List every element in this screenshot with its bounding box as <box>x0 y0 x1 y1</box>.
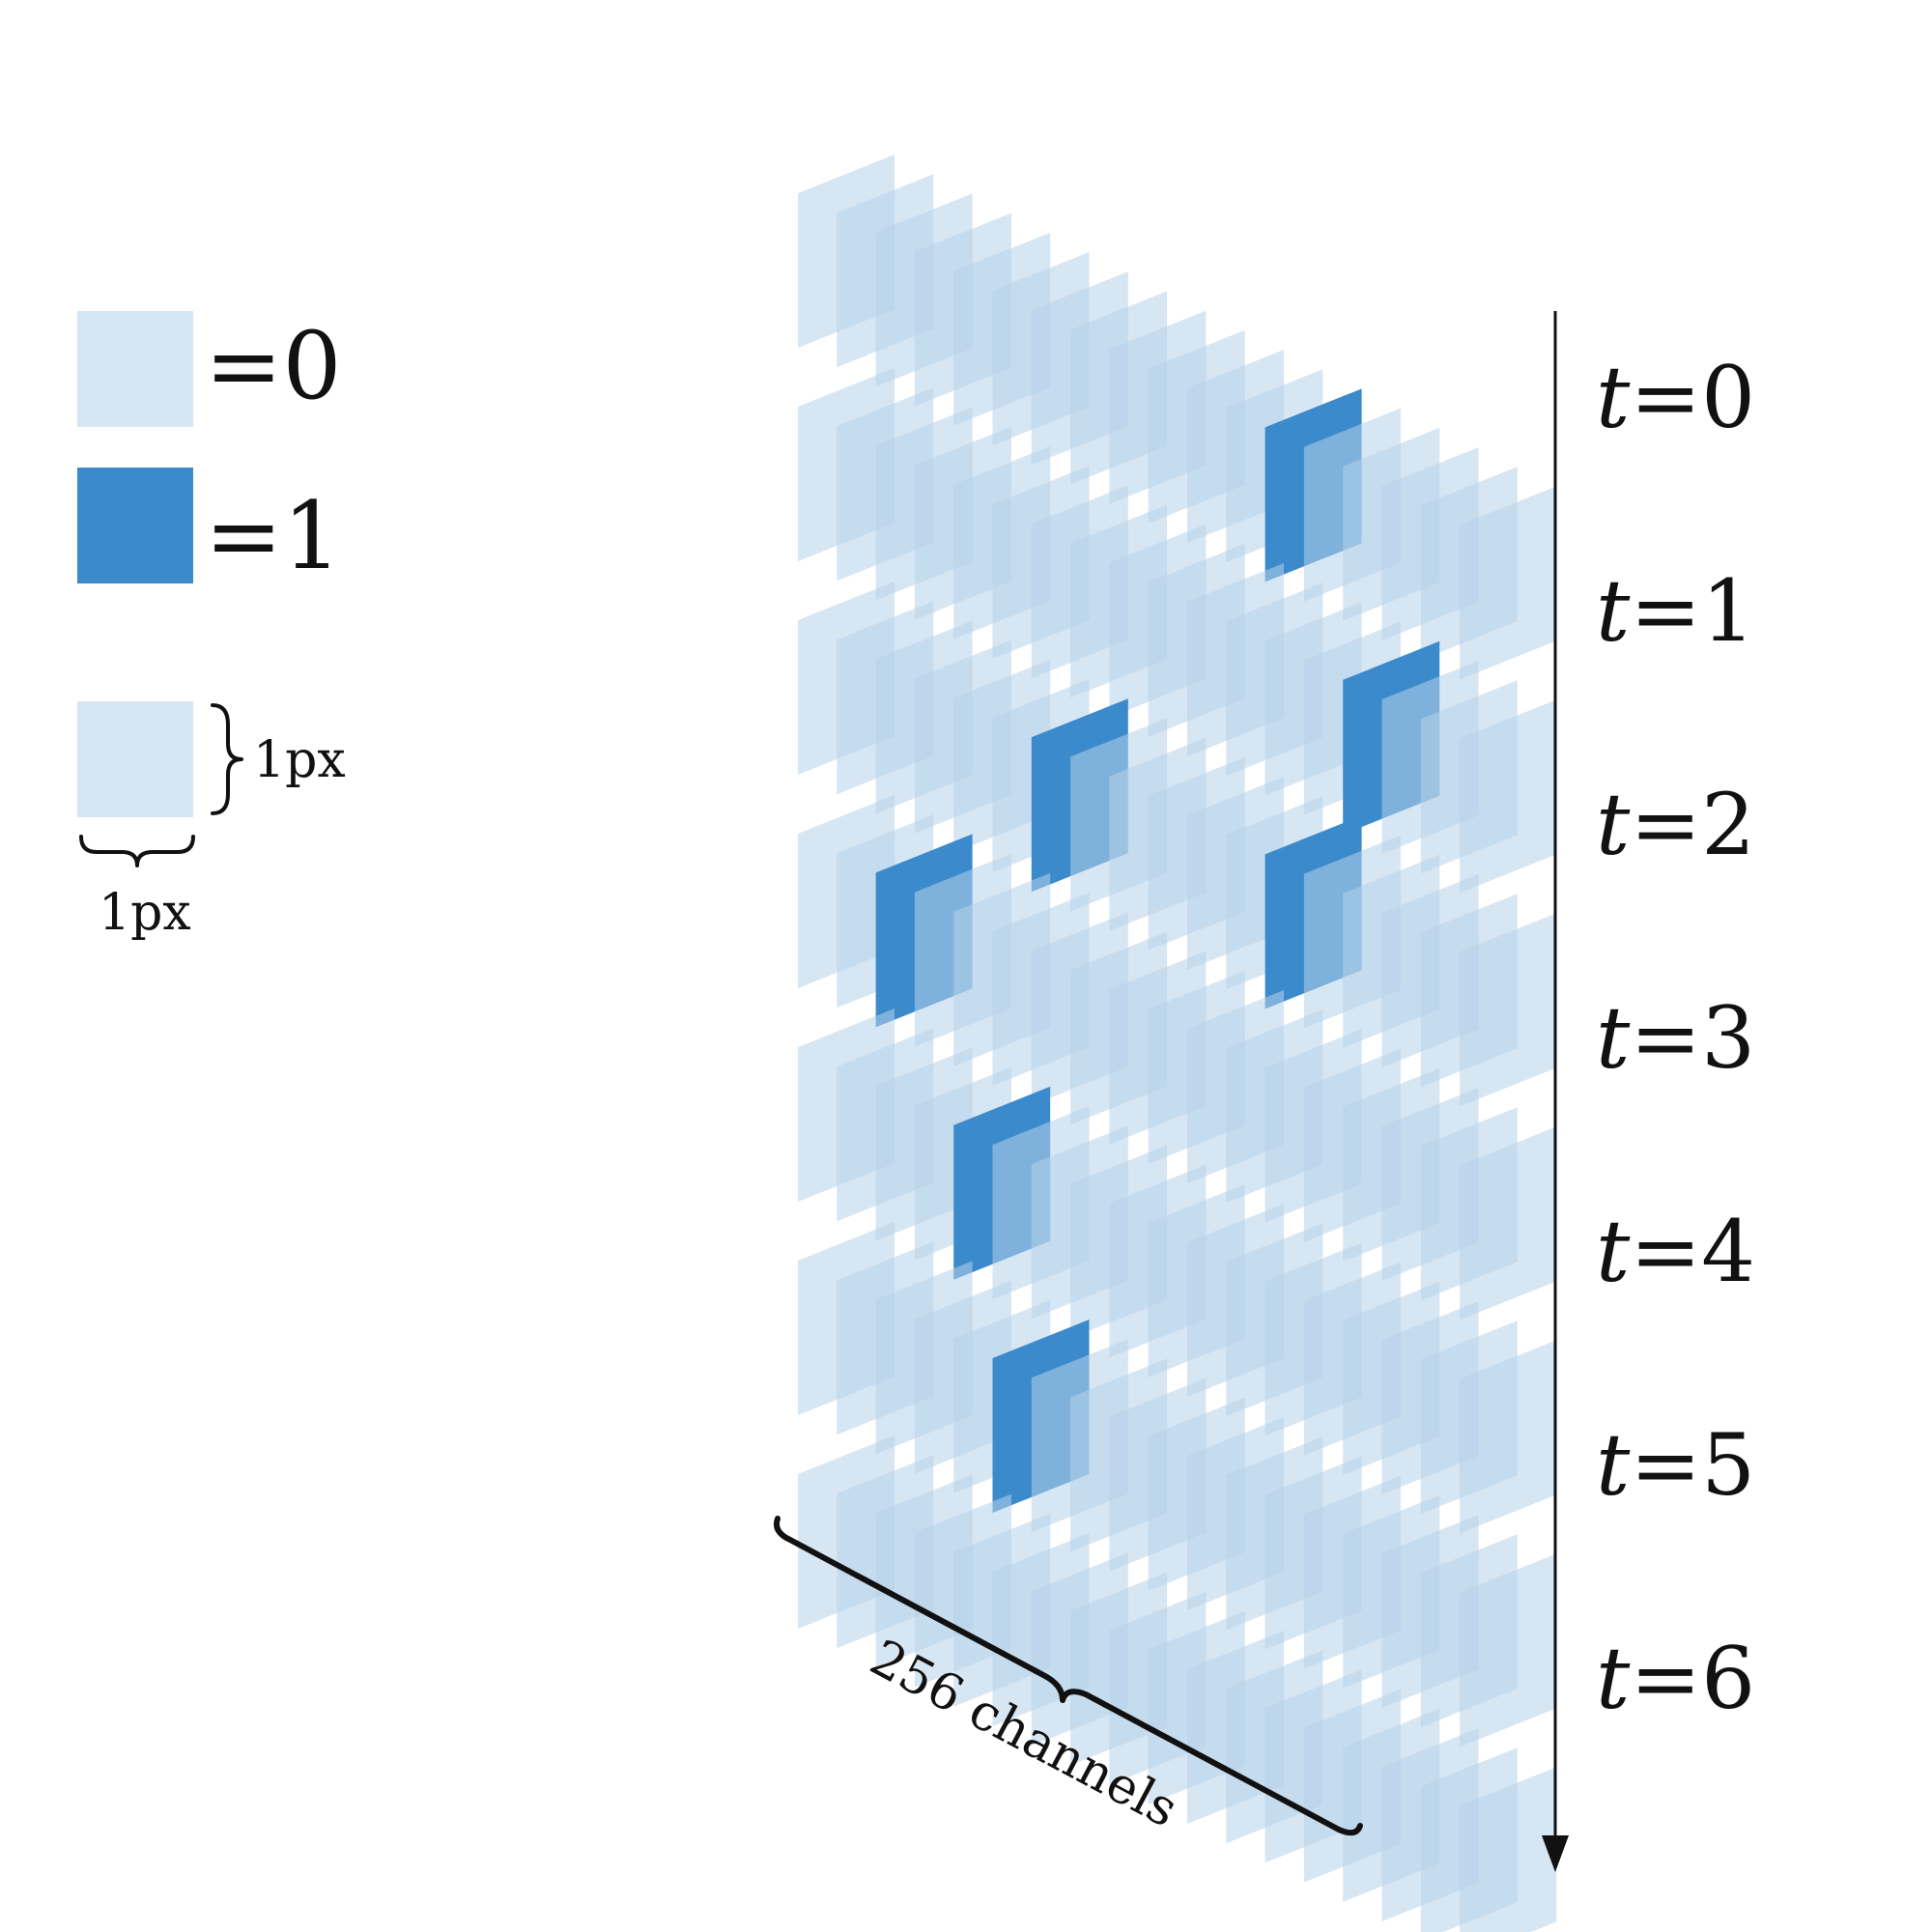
time-step-label: t=2 <box>1596 775 1755 874</box>
time-variable: t <box>1596 1202 1631 1301</box>
time-step-label: t=3 <box>1596 988 1755 1088</box>
inactive-pixel <box>1460 699 1557 894</box>
time-value: =0 <box>1630 348 1755 447</box>
legend-on-label: =1 <box>205 482 342 590</box>
time-variable: t <box>1596 775 1631 874</box>
width-brace <box>79 835 195 867</box>
time-step-label: t=6 <box>1596 1629 1755 1728</box>
height-size-label: 1px <box>253 731 346 789</box>
time-variable: t <box>1596 988 1631 1088</box>
time-step-row <box>798 795 1557 1321</box>
time-arrow-head <box>1542 1835 1569 1872</box>
time-step-label: t=5 <box>1596 1415 1755 1515</box>
time-step-row <box>798 1435 1557 1932</box>
inactive-pixel <box>1460 913 1557 1107</box>
legend-on-swatch <box>77 468 193 583</box>
time-step-row <box>798 582 1557 1107</box>
time-step-row <box>798 155 1557 680</box>
legend-off-label: =0 <box>205 312 342 420</box>
time-variable: t <box>1596 561 1631 661</box>
inactive-pixel <box>1460 486 1557 680</box>
time-value: =1 <box>1630 561 1755 661</box>
time-value: =2 <box>1630 775 1755 874</box>
width-size-label: 1px <box>99 884 191 942</box>
legend: =0 =1 1px 1px <box>77 311 346 942</box>
time-value: =3 <box>1630 988 1755 1088</box>
time-value: =4 <box>1630 1202 1755 1301</box>
time-variable: t <box>1596 348 1631 447</box>
time-variable: t <box>1596 1629 1631 1728</box>
time-step-row <box>798 1222 1557 1747</box>
time-step-label: t=4 <box>1596 1202 1755 1301</box>
time-value: =6 <box>1630 1629 1755 1728</box>
channel-pixel-grid <box>798 155 1557 1932</box>
time-step-label: t=1 <box>1596 561 1755 661</box>
inactive-pixel <box>1460 1340 1557 1534</box>
time-labels: t=0t=1t=2t=3t=4t=5t=6 <box>1596 348 1755 1728</box>
time-step-row <box>798 1009 1557 1534</box>
inactive-pixel <box>1460 1553 1557 1747</box>
channel-brace <box>773 1516 1363 1836</box>
time-step-row <box>798 368 1557 894</box>
time-value: =5 <box>1630 1415 1755 1515</box>
time-variable: t <box>1596 1415 1631 1515</box>
legend-size-swatch <box>77 701 193 817</box>
time-axis: t=0t=1t=2t=3t=4t=5t=6 <box>1542 311 1755 1872</box>
legend-off-swatch <box>77 311 193 427</box>
inactive-pixel <box>1460 1126 1557 1321</box>
inactive-pixel <box>1460 1767 1557 1932</box>
height-brace <box>211 703 243 815</box>
time-step-label: t=0 <box>1596 348 1755 447</box>
